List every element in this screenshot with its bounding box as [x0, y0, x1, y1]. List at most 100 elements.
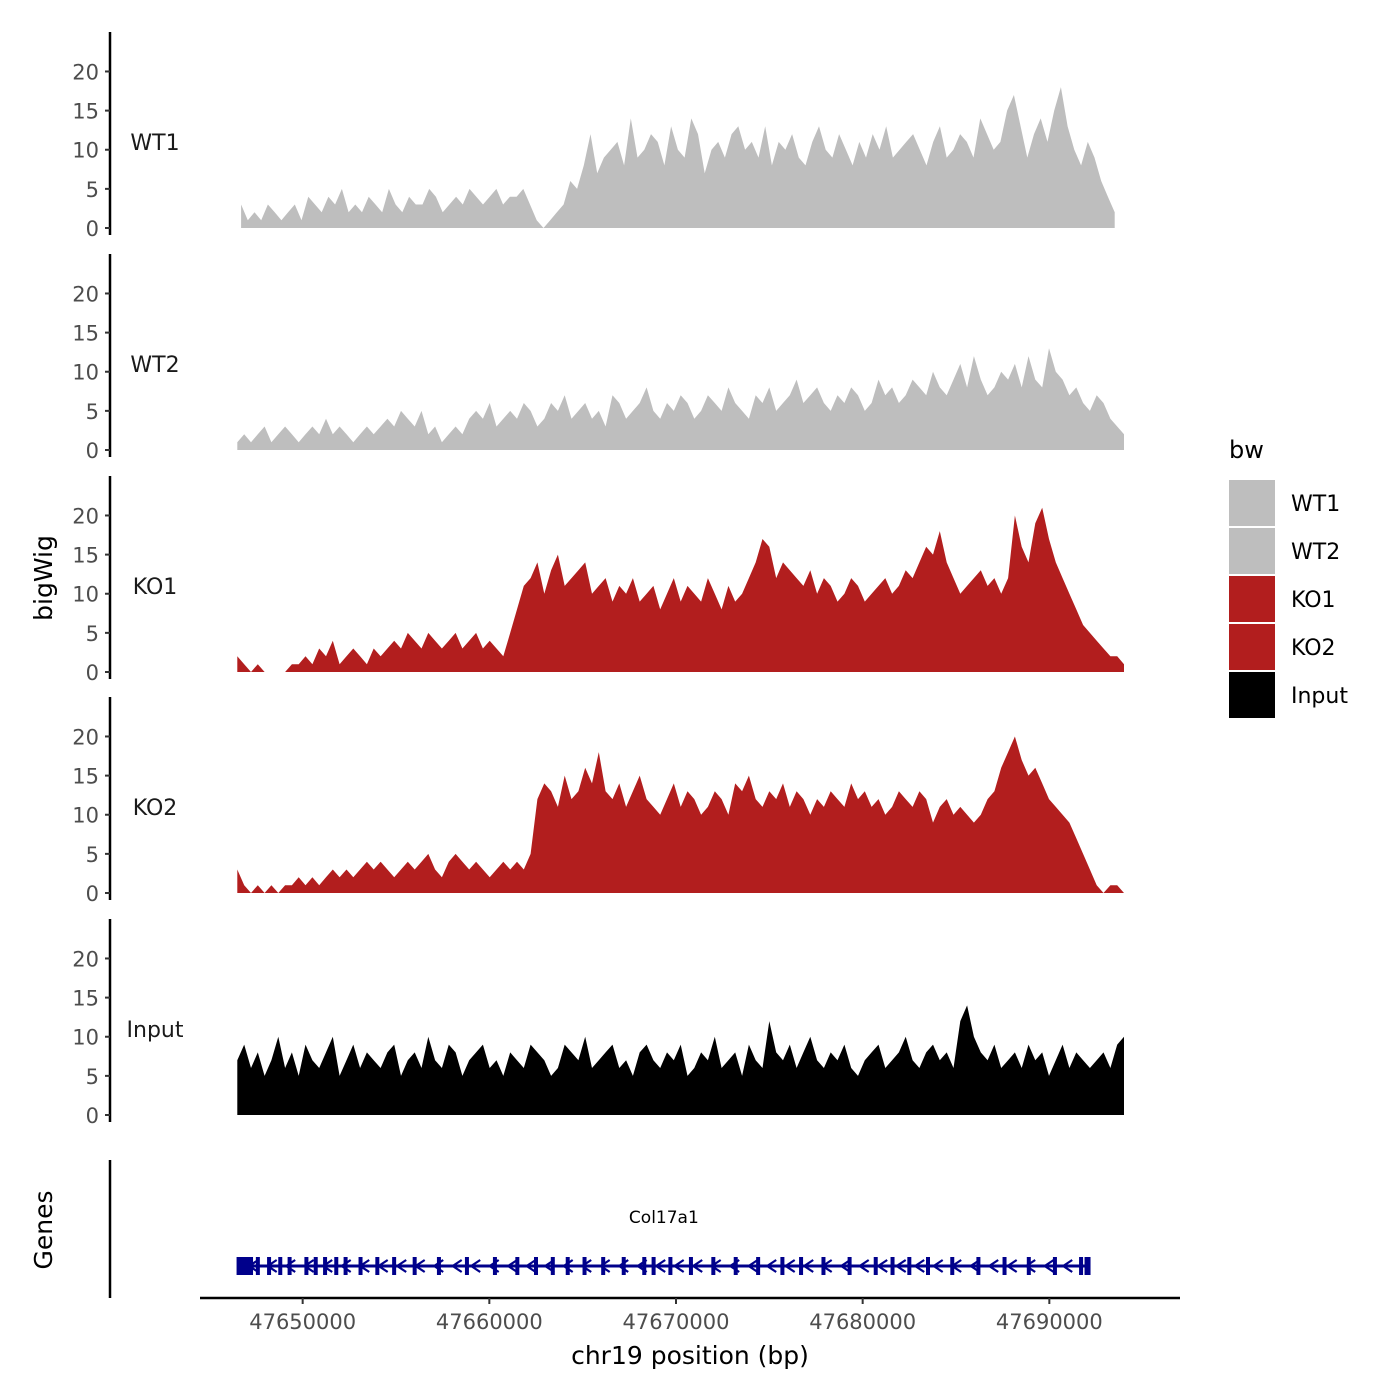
track-input: 0 5 10 15 20 Input: [72, 919, 1125, 1128]
strand-arrow: [857, 1259, 870, 1273]
exon: [1079, 1257, 1084, 1275]
strand-arrow: [284, 1259, 296, 1273]
exon: [1026, 1257, 1031, 1275]
exon: [688, 1257, 693, 1275]
strand-arrow: [580, 1259, 592, 1273]
exon: [1002, 1257, 1007, 1275]
strand-arrow: [765, 1259, 777, 1273]
legend-swatch-ko2: [1229, 624, 1275, 670]
x-tick-label: 47670000: [623, 1310, 730, 1334]
exon: [278, 1257, 283, 1275]
exon: [582, 1257, 587, 1275]
strand-arrow: [524, 1259, 537, 1273]
y-tick-label: 15: [72, 322, 99, 346]
exon: [642, 1257, 647, 1275]
strand-arrow: [395, 1259, 407, 1273]
y-tick-label: 0: [86, 217, 99, 241]
legend-swatch-input: [1229, 672, 1275, 718]
y-tick-label: 15: [72, 765, 99, 789]
legend-label-input: Input: [1291, 684, 1348, 709]
gene-label: Col17a1: [629, 1208, 699, 1228]
legend-swatch-wt1: [1229, 480, 1275, 526]
track-label: WT2: [130, 353, 179, 378]
y-tick-label: 10: [72, 1026, 99, 1050]
track-ko1: 0 5 10 15 20 KO1: [72, 476, 1125, 685]
y-tick-label: 0: [86, 882, 99, 906]
x-tick-label: 47680000: [809, 1310, 916, 1334]
exon: [565, 1257, 570, 1275]
genes-axis-label: Genes: [29, 1190, 58, 1269]
strand-arrow: [506, 1259, 518, 1273]
exon: [1084, 1257, 1091, 1275]
exon: [392, 1257, 397, 1275]
x-tick-label: 47650000: [249, 1310, 356, 1334]
exon: [1052, 1257, 1057, 1275]
exon: [711, 1257, 716, 1275]
legend-label-ko2: KO2: [1291, 636, 1336, 661]
track-label: WT1: [130, 131, 179, 156]
strand-arrow: [450, 1259, 463, 1273]
strand-arrow: [469, 1259, 481, 1273]
x-axis-label: chr19 position (bp): [571, 1341, 809, 1370]
exon: [412, 1257, 417, 1275]
exon: [534, 1257, 538, 1275]
exon: [304, 1257, 309, 1275]
y-axis-label: bigWig: [29, 535, 58, 621]
exon: [358, 1257, 363, 1275]
exon: [287, 1257, 292, 1275]
gene-panel: Col17a1: [108, 1160, 1091, 1298]
y-tick-label: 10: [72, 361, 99, 385]
y-tick-label: 20: [72, 947, 99, 971]
track-label: Input: [127, 1018, 184, 1043]
track-ko2: 0 5 10 15 20 KO2: [72, 697, 1125, 906]
y-tick-label: 10: [72, 139, 99, 163]
exon: [890, 1257, 895, 1275]
legend-label-ko1: KO1: [1291, 588, 1336, 613]
signal-area-wt2: [237, 348, 1125, 450]
signal-area-wt1: [241, 87, 1115, 228]
y-tick-label: 20: [72, 282, 99, 306]
strand-arrow: [691, 1259, 703, 1273]
y-tick-label: 15: [72, 987, 99, 1011]
y-tick-label: 5: [86, 400, 99, 424]
strand-arrow: [783, 1259, 796, 1273]
legend-swatch-wt2: [1229, 528, 1275, 574]
exon: [550, 1257, 555, 1275]
y-tick-label: 15: [72, 100, 99, 124]
strand-arrow: [802, 1259, 814, 1273]
strand-arrow: [987, 1259, 999, 1273]
y-tick-label: 0: [86, 661, 99, 685]
legend-title: bw: [1229, 436, 1264, 464]
exon: [950, 1257, 955, 1275]
track-wt2: 0 5 10 15 20 WT2: [72, 254, 1125, 463]
y-tick-label: 20: [72, 60, 99, 84]
exon: [323, 1257, 328, 1275]
exon: [733, 1257, 738, 1275]
legend-label-wt1: WT1: [1291, 492, 1340, 517]
exon: [464, 1257, 469, 1275]
exon: [976, 1257, 981, 1275]
exon: [492, 1257, 497, 1275]
y-tick-label: 0: [86, 439, 99, 463]
exon: [236, 1257, 246, 1275]
strand-arrow: [746, 1259, 759, 1273]
exon: [651, 1257, 656, 1275]
exon: [621, 1257, 626, 1275]
legend-swatch-ko1: [1229, 576, 1275, 622]
exon: [255, 1257, 260, 1275]
exon: [821, 1257, 826, 1275]
y-tick-label: 10: [72, 583, 99, 607]
strand-arrow: [913, 1259, 925, 1273]
exon: [343, 1257, 348, 1275]
signal-area-ko2: [237, 736, 1125, 893]
exon: [601, 1257, 606, 1275]
exon: [799, 1257, 804, 1275]
strand-arrow: [931, 1259, 944, 1273]
strand-arrow: [1005, 1259, 1018, 1273]
x-tick-label: 47660000: [436, 1310, 543, 1334]
signal-tracks: 0 5 10 15 20 WT1 0 5 10 15 20 WT2 0 5 10 15 20 KO1 0 5 10 15 2…: [72, 32, 1125, 1128]
exon: [334, 1257, 339, 1275]
y-tick-label: 5: [86, 1065, 99, 1089]
exon: [244, 1257, 254, 1275]
